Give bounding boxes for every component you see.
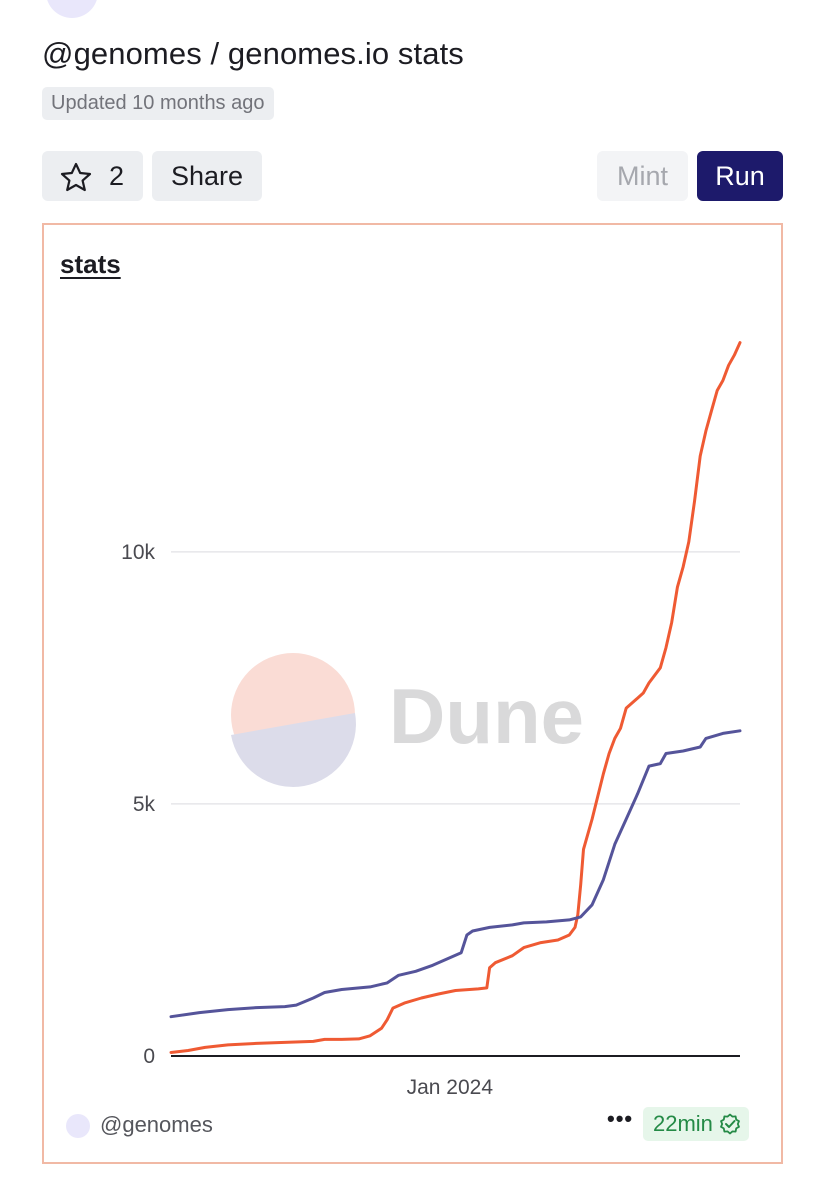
y-tick-label: 10k	[121, 541, 155, 564]
page-title: @genomes / genomes.io stats	[42, 36, 464, 71]
freshness-label: 22min	[653, 1111, 713, 1136]
x-tick-label: Jan 2024	[407, 1076, 494, 1099]
updated-badge: Updated 10 months ago	[42, 87, 274, 120]
watermark-text: Dune	[389, 672, 584, 760]
owner-avatar	[66, 1114, 90, 1138]
series-line-2[interactable]	[169, 729, 742, 1019]
dune-watermark: Dune	[231, 653, 584, 787]
dune-logo-lower-half	[231, 713, 356, 787]
y-tick-label: 5k	[133, 793, 156, 816]
star-button[interactable]: 2	[42, 151, 143, 201]
mint-button[interactable]: Mint	[597, 151, 688, 201]
chart-plot: Dune 0 5k 10k Jan 2024	[121, 341, 742, 1099]
chart-card: stats Dune 0 5k 10k Jan 2024 @genomes ••• 2…	[42, 223, 783, 1164]
header-avatar	[46, 0, 98, 18]
star-count: 2	[109, 161, 125, 191]
freshness-badge[interactable]: 22min	[643, 1107, 749, 1141]
owner-link[interactable]: @genomes	[100, 1112, 213, 1137]
y-tick-label: 0	[143, 1045, 155, 1068]
more-options-button[interactable]: •••	[607, 1106, 634, 1131]
star-icon	[60, 162, 92, 192]
series-line-1[interactable]	[169, 341, 742, 1054]
verified-check-icon	[720, 1113, 740, 1135]
chart-title[interactable]: stats	[60, 249, 121, 279]
share-button[interactable]: Share	[152, 151, 262, 201]
run-button[interactable]: Run	[697, 151, 783, 201]
